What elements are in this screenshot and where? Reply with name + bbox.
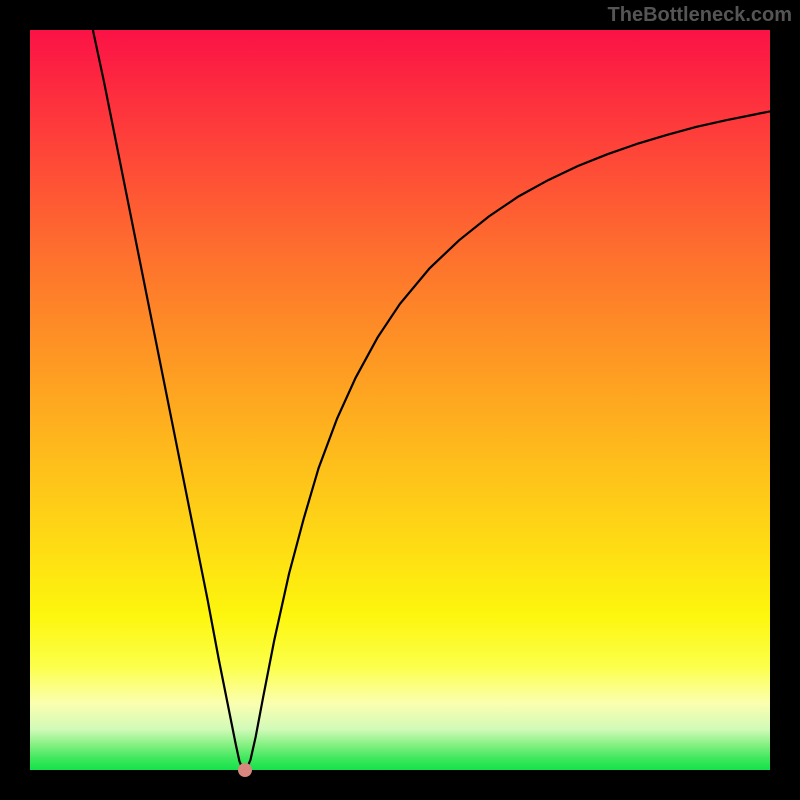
minimum-marker bbox=[238, 763, 252, 777]
bottleneck-curve bbox=[93, 30, 770, 770]
curve-svg bbox=[30, 30, 770, 770]
chart-container: TheBottleneck.com bbox=[0, 0, 800, 800]
plot-area bbox=[30, 30, 770, 770]
watermark-text: TheBottleneck.com bbox=[608, 4, 792, 27]
